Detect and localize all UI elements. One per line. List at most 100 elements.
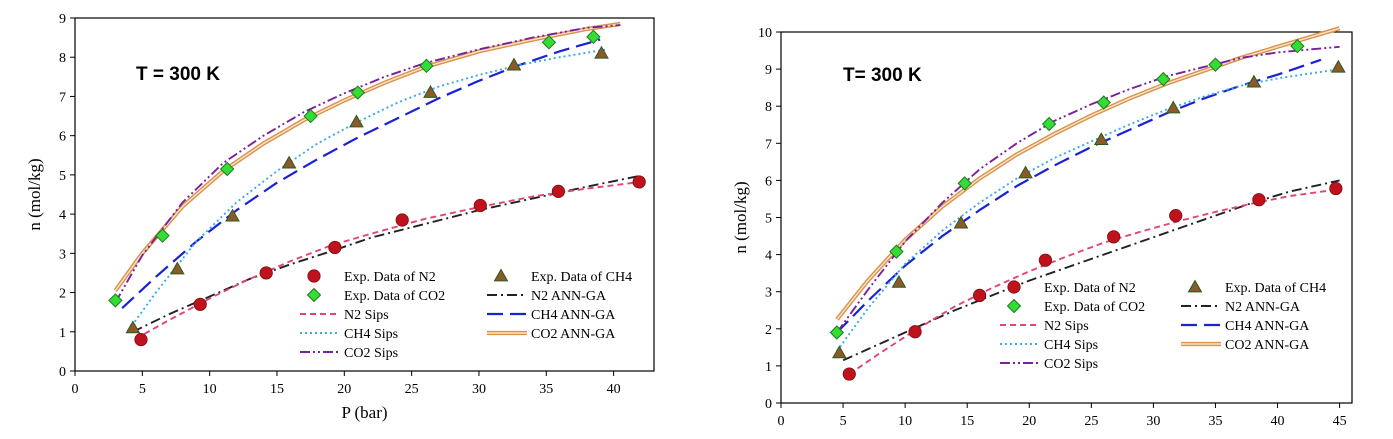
data-point — [973, 288, 987, 303]
series-line — [132, 174, 641, 333]
legend-label: Exp. Data of CO2 — [344, 289, 445, 304]
series-line — [836, 45, 1340, 334]
legend-label: CO2 Sips — [344, 346, 398, 361]
x-tick-label: 25 — [1084, 414, 1098, 429]
legend-label: Exp. Data of CH4 — [1225, 281, 1326, 296]
y-tick-label: 5 — [59, 169, 66, 184]
data-point — [586, 29, 601, 45]
x-tick-label: 30 — [472, 382, 486, 397]
legend-marker — [493, 268, 509, 282]
y-tick-label: 2 — [765, 323, 772, 338]
legend-label: CH4 ANN-GA — [531, 308, 616, 323]
y-tick-label: 6 — [59, 130, 66, 145]
legend-label: N2 Sips — [1044, 319, 1089, 334]
y-tick-label: 8 — [59, 51, 66, 66]
data-point — [349, 114, 364, 128]
x-tick-label: 0 — [778, 414, 785, 429]
data-point — [831, 345, 847, 359]
legend-label: Exp. Data of CH4 — [531, 270, 632, 285]
y-tick-label: 7 — [765, 137, 772, 152]
data-point — [1096, 95, 1111, 110]
legend-label: N2 ANN-GA — [531, 289, 607, 304]
legend-marker — [306, 287, 322, 303]
data-point — [594, 45, 609, 59]
data-point — [395, 213, 409, 227]
plot-area — [108, 21, 646, 347]
data-point — [259, 266, 273, 280]
data-point — [193, 297, 207, 311]
y-tick-label: 5 — [765, 212, 772, 227]
data-point — [134, 333, 148, 347]
x-tick-label: 15 — [270, 382, 284, 397]
y-tick-label: 10 — [758, 26, 772, 41]
data-point — [889, 244, 904, 259]
y-axis-title: n (mol/kg) — [25, 158, 44, 230]
data-point — [328, 240, 342, 255]
data-point — [1169, 209, 1183, 223]
x-tick-label: 5 — [139, 382, 146, 397]
data-point — [1329, 181, 1343, 196]
legend-label: CH4 Sips — [1044, 338, 1098, 353]
x-tick-label: 15 — [960, 414, 974, 429]
legend: Exp. Data of N2 Exp. Data of CH4 Exp. Data… — [300, 268, 632, 361]
y-tick-label: 4 — [59, 208, 66, 223]
x-tick-label: 20 — [337, 382, 351, 397]
data-point — [632, 175, 646, 189]
data-point — [506, 57, 522, 71]
legend-label: CO2 ANN-GA — [1225, 338, 1310, 353]
y-tick-label: 0 — [765, 397, 772, 412]
y-tick-label: 2 — [59, 287, 66, 302]
data-point — [473, 198, 487, 213]
data-point — [419, 58, 434, 74]
data-point — [829, 325, 845, 340]
x-tick-label: 45 — [1333, 414, 1347, 429]
data-point — [1252, 193, 1266, 207]
y-tick-label: 9 — [59, 12, 66, 27]
legend-label: N2 ANN-GA — [1225, 300, 1301, 315]
y-tick-label: 6 — [765, 174, 772, 189]
data-point — [842, 367, 856, 381]
data-point — [953, 215, 969, 229]
data-point — [551, 184, 565, 198]
x-tick-label: 10 — [203, 382, 217, 397]
legend-label: Exp. Data of N2 — [344, 270, 436, 285]
data-point — [541, 35, 557, 50]
x-axis-title: P (bar) — [341, 403, 387, 422]
legend-label: Exp. Data of N2 — [1044, 281, 1136, 296]
series-line-inner — [114, 23, 621, 292]
legend-marker — [1187, 279, 1203, 293]
data-point — [169, 261, 185, 275]
data-point — [908, 325, 922, 339]
y-tick-label: 8 — [765, 100, 772, 115]
data-point — [219, 161, 235, 177]
legend-label: CH4 ANN-GA — [1225, 319, 1310, 334]
series-line — [135, 180, 641, 340]
plot-area — [829, 26, 1346, 381]
data-point — [1208, 57, 1223, 72]
data-point — [423, 85, 438, 98]
temperature-annotation: T= 300 K — [843, 65, 922, 86]
legend: Exp. Data of N2 Exp. Data of CH4 Exp. Data… — [1000, 279, 1326, 372]
legend-marker — [307, 269, 321, 283]
x-tick-label: 30 — [1146, 414, 1160, 429]
legend-label: N2 Sips — [344, 308, 389, 323]
y-tick-label: 3 — [765, 286, 772, 301]
y-tick-label: 1 — [765, 360, 772, 375]
data-point — [1156, 71, 1171, 87]
data-point — [108, 293, 123, 308]
data-point — [1041, 116, 1057, 132]
data-point — [125, 320, 141, 334]
data-point — [155, 228, 170, 243]
legend-marker — [1007, 280, 1021, 294]
series-line — [128, 48, 608, 331]
data-point — [1246, 74, 1262, 88]
data-point — [281, 155, 297, 169]
y-tick-label: 7 — [59, 90, 66, 105]
data-point — [957, 176, 972, 191]
series-line — [842, 179, 1340, 362]
x-tick-label: 10 — [898, 414, 912, 429]
x-tick-label: 5 — [840, 414, 847, 429]
data-point — [1330, 59, 1346, 73]
legend-label: CO2 Sips — [1044, 357, 1098, 372]
series-line — [836, 58, 1322, 334]
